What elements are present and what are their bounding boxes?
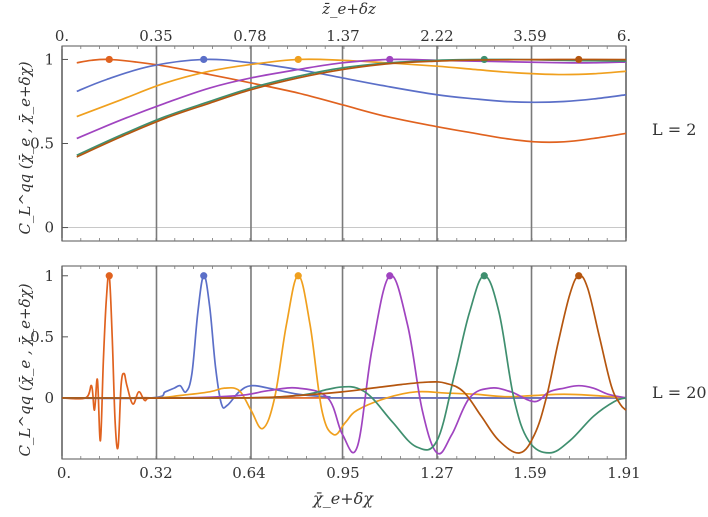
y-tick-label: 1 bbox=[44, 50, 54, 68]
top-axis-label: z̄_e+δz bbox=[321, 0, 376, 18]
panel-label-l20: L = 20 bbox=[652, 383, 707, 402]
y-tick-label: 0 bbox=[44, 389, 54, 407]
peak-marker bbox=[386, 55, 394, 64]
series-line bbox=[76, 58, 627, 140]
series-line bbox=[61, 274, 627, 436]
bottom-tick-label: 1.27 bbox=[420, 464, 453, 482]
bottom-tick-label: 0.95 bbox=[326, 464, 359, 482]
bottom-tick-label: 0.32 bbox=[139, 464, 172, 482]
series-line bbox=[76, 58, 627, 104]
top-tick-label: 0.35 bbox=[139, 27, 172, 45]
panel-l2: 00.51 bbox=[30, 45, 627, 242]
peak-marker bbox=[575, 272, 583, 280]
series-line bbox=[76, 58, 627, 144]
bottom-tick-label: 0. bbox=[57, 464, 71, 482]
series-line bbox=[61, 273, 626, 450]
peak-marker bbox=[105, 55, 113, 64]
peak-marker bbox=[294, 55, 302, 64]
top-tick-label: 6. bbox=[617, 27, 631, 45]
peak-marker bbox=[200, 272, 208, 280]
y-tick-label: 1 bbox=[44, 267, 54, 285]
panel-label-l2: L = 2 bbox=[652, 120, 696, 139]
series-line bbox=[61, 274, 627, 454]
bottom-tick-label: 1.59 bbox=[513, 464, 546, 482]
series-line bbox=[61, 274, 627, 455]
bottom-tick-labels: 0. 0.32 0.64 0.95 1.27 1.59 1.91 bbox=[57, 464, 641, 482]
bottom-tick-label: 0.64 bbox=[232, 464, 265, 482]
x-axis-label: χ̄_e+δχ bbox=[312, 489, 374, 508]
panel-l20: 00.51 bbox=[30, 265, 627, 460]
peak-marker bbox=[575, 55, 583, 64]
y-axis-label-bottom: C_L^qq (χ̄_e , χ̄_e+δχ) bbox=[16, 283, 34, 456]
bottom-tick-label: 1.91 bbox=[607, 464, 640, 482]
peak-marker bbox=[105, 272, 113, 280]
y-tick-label: 0.5 bbox=[30, 135, 54, 153]
plot-frame bbox=[61, 265, 627, 460]
plot-frame bbox=[61, 45, 627, 242]
series-line bbox=[61, 274, 627, 454]
y-axis-label-top: C_L^qq (χ̄_e , χ̄_e+δχ) bbox=[16, 61, 34, 234]
top-tick-label: 0. bbox=[55, 27, 69, 45]
series-line bbox=[76, 58, 627, 158]
peak-marker bbox=[386, 272, 394, 280]
y-tick-label: 0 bbox=[44, 219, 54, 237]
peak-marker bbox=[200, 55, 208, 64]
peak-marker bbox=[294, 272, 302, 280]
peak-marker bbox=[480, 272, 488, 280]
top-tick-labels: 0. 0.35 0.78 1.37 2.22 3.59 6. bbox=[55, 27, 631, 45]
y-tick-label: 0.5 bbox=[30, 328, 54, 346]
top-tick-label: 3.59 bbox=[513, 27, 546, 45]
top-tick-label: 2.22 bbox=[420, 27, 453, 45]
series-line bbox=[61, 274, 627, 409]
top-tick-label: 1.37 bbox=[326, 27, 359, 45]
top-tick-label: 0.78 bbox=[233, 27, 266, 45]
